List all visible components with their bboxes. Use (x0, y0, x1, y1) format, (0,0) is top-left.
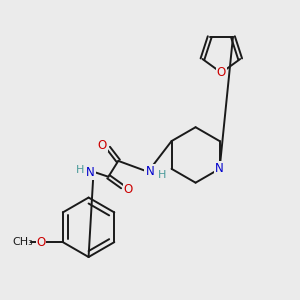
Text: H: H (76, 165, 84, 175)
Text: N: N (146, 165, 154, 178)
Text: CH₃: CH₃ (13, 237, 34, 247)
Text: O: O (124, 183, 133, 196)
Text: N: N (215, 162, 224, 175)
Text: O: O (98, 139, 107, 152)
Text: O: O (36, 236, 46, 249)
Text: H: H (158, 170, 166, 180)
Text: N: N (86, 166, 95, 179)
Text: O: O (217, 66, 226, 79)
